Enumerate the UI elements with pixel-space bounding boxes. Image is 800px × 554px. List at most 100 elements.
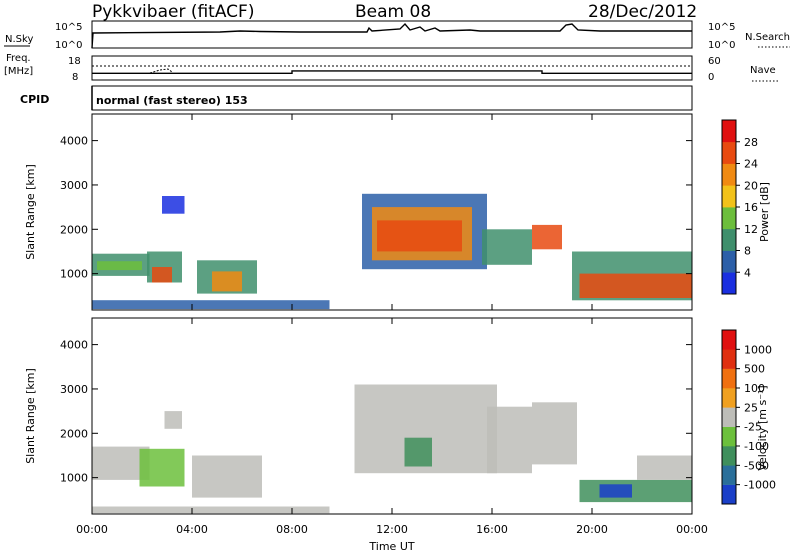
velocity-region	[404, 437, 432, 467]
power-y-ticks: 1000 2000 3000 4000	[60, 135, 692, 281]
velocity-y-tick-label: 4000	[60, 339, 88, 352]
nsky-trace	[91, 22, 692, 49]
x-tick-label: 20:00	[576, 523, 608, 536]
power-region	[152, 267, 172, 283]
velocity-colorbar: 1000 500 100 25 -25 -100 -500 -1000	[721, 329, 776, 505]
power-cbar-tick-label: 4	[744, 266, 751, 279]
power-ylabel: Slant Range [km]	[24, 164, 37, 260]
velocity-cbar-color-cell	[722, 465, 736, 485]
power-cbar-tick-label: 24	[744, 158, 758, 171]
freq-tick-top: 18	[68, 56, 81, 67]
freq-panel: Freq. [MHz] 18 8 60 0 Nave	[4, 53, 780, 83]
power-cbar-tick-label: 12	[744, 223, 758, 236]
x-tick-label: 16:00	[476, 523, 508, 536]
freq-tick-bottom: 8	[72, 72, 78, 83]
velocity-region	[532, 402, 577, 465]
x-tick-label: 04:00	[176, 523, 208, 536]
power-data	[92, 193, 692, 310]
plot-title: Pykkvibaer (fitACF)	[92, 2, 254, 22]
velocity-region	[637, 455, 692, 480]
power-region	[532, 224, 562, 250]
freq-label-top: Freq.	[6, 53, 31, 64]
velocity-region	[599, 484, 632, 498]
velocity-cbar-color-cell	[722, 368, 736, 389]
velocity-data	[92, 384, 692, 514]
power-cbar-color-cell	[722, 185, 736, 208]
power-cbar-tick-label: 8	[744, 245, 751, 258]
velocity-cbar-color-cell	[722, 426, 736, 447]
power-cbar-color-cell	[722, 141, 736, 164]
power-region	[97, 261, 142, 271]
power-cbar-color-cell	[722, 272, 736, 295]
cpid-panel: CPID normal (fast stereo) 153	[20, 85, 693, 111]
power-cbar-label: Power [dB]	[758, 182, 771, 242]
power-y-tick-label: 3000	[60, 179, 88, 192]
velocity-region	[487, 406, 532, 474]
velocity-region	[139, 448, 185, 487]
velocity-region	[92, 506, 330, 514]
power-region	[92, 300, 330, 310]
power-colorbar: 4 8 12 16 20 24 28	[721, 119, 758, 295]
power-cbar-tick-label: 28	[744, 136, 758, 149]
cpid-text: normal (fast stereo) 153	[96, 94, 248, 107]
power-cbar-color-cell	[722, 228, 736, 251]
date-label: 28/Dec/2012	[588, 2, 697, 22]
power-region	[377, 220, 462, 252]
power-cbar-tick-label: 16	[744, 201, 758, 214]
velocity-cbar-tick-label: -500	[744, 459, 769, 472]
freq-label-bottom: [MHz]	[4, 66, 33, 77]
nsky-tick-top: 10^5	[55, 22, 82, 33]
velocity-y-tick-label: 2000	[60, 427, 88, 440]
velocity-cbar-tick-label: -100	[744, 440, 769, 453]
x-tick-label: 00:00	[76, 523, 108, 536]
velocity-ylabel: Slant Range [km]	[24, 368, 37, 464]
power-region	[579, 273, 692, 298]
x-tick-label: 12:00	[376, 523, 408, 536]
velocity-cbar-tick-label: 25	[744, 401, 758, 414]
velocity-cbar-color-cell	[722, 407, 736, 427]
power-cbar-color-cell	[722, 163, 736, 186]
power-region	[162, 196, 185, 214]
velocity-cbar-tick-label: 1000	[744, 343, 772, 356]
velocity-region	[164, 411, 182, 429]
power-y-tick-label: 4000	[60, 135, 88, 148]
velocity-cbar-label: Velocity [m s⁻¹]	[756, 385, 769, 470]
nsky-tick-bottom: 10^0	[55, 40, 82, 51]
nsky-panel: N.Sky 10^5 10^0 10^5 10^0 N.Search	[4, 20, 790, 51]
power-y-tick-label: 2000	[60, 223, 88, 236]
power-cbar-tick-label: 20	[744, 179, 758, 192]
velocity-cbar-tick-label: -25	[744, 421, 762, 434]
power-cbar-color-cell	[722, 250, 736, 273]
velocity-cbar-color-cell	[722, 484, 736, 505]
velocity-cbar-tick-label: -1000	[744, 479, 776, 492]
nsearch-tick-bottom: 10^0	[708, 40, 735, 51]
nsky-label: N.Sky	[5, 34, 33, 45]
velocity-region	[579, 479, 692, 503]
velocity-cbar-color-cell	[722, 349, 736, 369]
beam-label: Beam 08	[355, 2, 431, 22]
velocity-y-ticks: 1000 2000 3000 4000	[60, 339, 692, 485]
velocity-cbar-color-cell	[722, 388, 736, 408]
power-cbar-color-cell	[722, 120, 736, 143]
velocity-cbar-tick-label: 100	[744, 382, 765, 395]
x-axis-label: Time UT	[368, 540, 414, 553]
velocity-cbar-frame	[721, 329, 737, 505]
power-cbar-color-cell	[722, 207, 736, 230]
nave-tick-top: 60	[708, 56, 721, 67]
power-panel: 1000 2000 3000 4000 Slant Range [km] 4 8 12 16…	[24, 113, 771, 311]
velocity-cbar-tick-label: 500	[744, 363, 765, 376]
cpid-label: CPID	[20, 93, 49, 106]
velocity-cbar-color-cell	[722, 330, 736, 350]
nsearch-label: N.Search	[745, 32, 790, 43]
freq-trace	[92, 70, 692, 74]
velocity-panel: 1000 2000 3000 4000 Slant Range [km] 1000 50…	[24, 317, 776, 515]
x-axis-ticks: 00:00 04:00 08:00 12:00 16:00 20:00 00:00	[76, 114, 708, 536]
power-y-tick-label: 1000	[60, 268, 88, 281]
x-tick-label: 08:00	[276, 523, 308, 536]
nave-label: Nave	[750, 65, 776, 76]
nsearch-tick-top: 10^5	[708, 22, 735, 33]
nave-tick-bottom: 0	[708, 72, 714, 83]
x-tick-label: 00:00	[676, 523, 708, 536]
velocity-y-tick-label: 1000	[60, 472, 88, 485]
